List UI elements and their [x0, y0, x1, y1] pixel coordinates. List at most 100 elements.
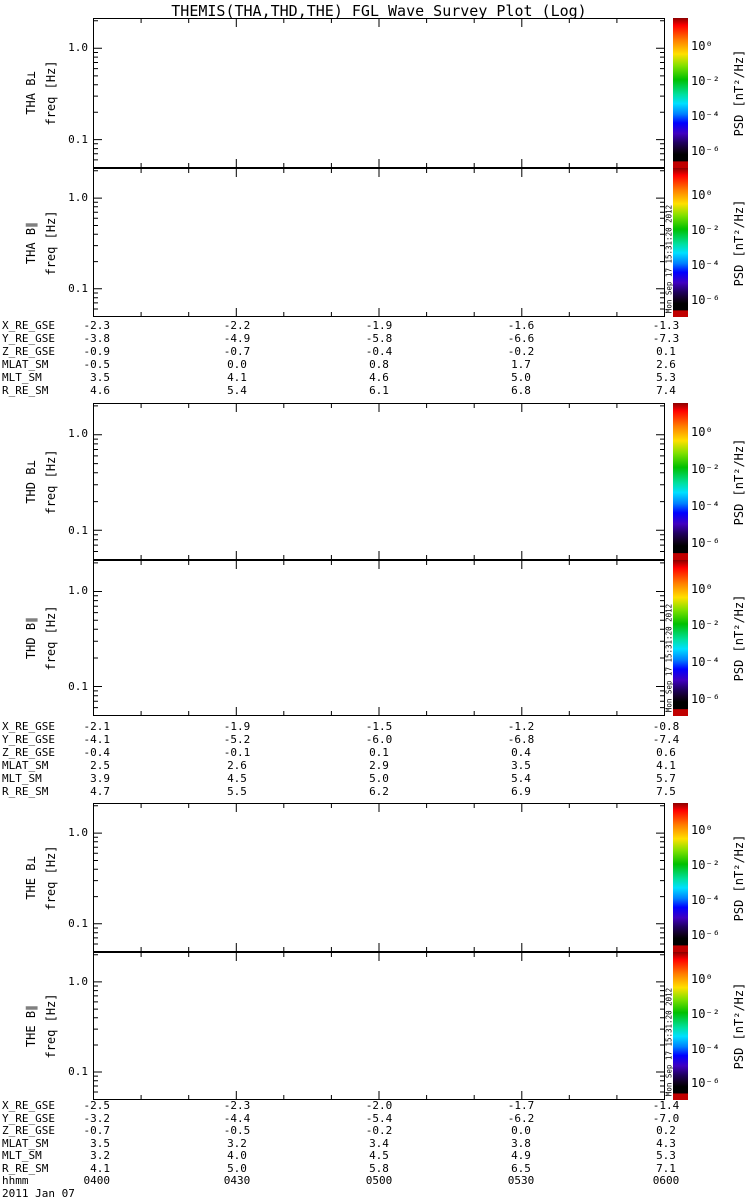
- colorbar-tick-label: 10⁻²: [691, 461, 720, 476]
- ephemeris-value: -0.4: [365, 345, 393, 358]
- panel-label: THA B∥: [24, 221, 38, 264]
- ephemeris-row-label: X_RE_GSE: [2, 1099, 55, 1112]
- ephemeris-value: 3.2: [227, 1136, 247, 1150]
- ephemeris-row-label: MLT_SM: [2, 371, 42, 384]
- time-tick-label: 0500: [365, 1174, 393, 1187]
- colorbar-tick-label: 10⁻⁶: [691, 535, 720, 550]
- colorbar-tick-label: 10⁻⁴: [691, 498, 720, 513]
- ephemeris-value: -1.9: [365, 319, 393, 332]
- freq-tick-label: 1.0: [68, 825, 88, 839]
- ephemeris-value: 5.0: [369, 772, 389, 785]
- ephemeris-row-label: MLAT_SM: [2, 759, 49, 772]
- ephemeris-value: -6.6: [507, 332, 535, 345]
- colorbar-tick-label: 10⁻⁴: [691, 1041, 720, 1056]
- ephemeris-value: -2.3: [223, 1099, 251, 1112]
- axis-ticks: [94, 953, 664, 1099]
- colorbar-tick-label: 10⁻⁶: [691, 293, 720, 308]
- psd-unit-label: PSD [nT²/Hz]: [732, 982, 746, 1070]
- ephemeris-value: 4.1: [227, 371, 247, 384]
- ephemeris-value: -2.0: [365, 1099, 393, 1112]
- ephemeris-value: 0.0: [511, 1124, 531, 1137]
- panel-label: THA B⊥: [24, 71, 38, 115]
- time-tick-label: 0430: [223, 1174, 251, 1187]
- ephemeris-value: 2.9: [369, 759, 389, 772]
- panel-border: [93, 403, 665, 560]
- ephemeris-row-label: X_RE_GSE: [2, 319, 55, 332]
- ephemeris-value: -7.0: [652, 1111, 680, 1125]
- spectrogram-panel-5: [93, 952, 665, 1100]
- freq-tick-label: 1.0: [68, 584, 88, 598]
- colorbar-tick-label: 10⁻⁶: [691, 1076, 720, 1091]
- ephemeris-value: 3.5: [511, 759, 531, 772]
- ephemeris-value: -2.2: [223, 319, 251, 332]
- ephemeris-value: 4.9: [511, 1149, 531, 1162]
- ephemeris-value: 3.5: [90, 371, 110, 384]
- ephemeris-value: 3.5: [90, 1136, 110, 1150]
- spectrogram-panel-2: [93, 403, 665, 560]
- ephemeris-value: 1.7: [511, 358, 531, 371]
- ephemeris-value: -0.5: [223, 1124, 251, 1137]
- ephemeris-row-label: MLAT_SM: [2, 358, 49, 371]
- ephemeris-value: -4.1: [83, 733, 111, 746]
- ephemeris-value: -0.1: [223, 746, 251, 759]
- ephemeris-value: 7.4: [656, 384, 676, 397]
- ephemeris-value: -4.9: [223, 332, 251, 345]
- colorbar-tick-label: 10⁻⁴: [691, 893, 720, 908]
- ephemeris-value: -1.2: [507, 720, 535, 733]
- colorbar-tick-label: 10⁰: [691, 823, 713, 838]
- colorbar-tick-label: 10⁻²: [691, 223, 720, 238]
- ephemeris-row-label: R_RE_SM: [2, 785, 49, 798]
- ephemeris-value: -2.3: [83, 319, 111, 332]
- ephemeris-row-label: X_RE_GSE: [2, 720, 55, 733]
- freq-tick-label: 1.0: [68, 974, 88, 988]
- ephemeris-value: 6.5: [511, 1161, 531, 1175]
- freq-axis-label: freq [Hz]: [44, 993, 58, 1059]
- ephemeris-value: 0.1: [656, 345, 676, 358]
- psd-colorbar: [673, 803, 688, 952]
- freq-tick-label: 0.1: [68, 282, 88, 296]
- ephemeris-row-label: Z_RE_GSE: [2, 345, 55, 358]
- ephemeris-value: -3.8: [83, 332, 111, 345]
- ephemeris-value: 0.4: [511, 746, 531, 759]
- ephemeris-value: -4.4: [223, 1111, 251, 1125]
- psd-unit-label: PSD [nT²/Hz]: [732, 438, 746, 525]
- ephemeris-value: 5.0: [227, 1161, 247, 1175]
- panel-border: [93, 952, 665, 1100]
- ephemeris-value: -1.3: [652, 319, 680, 332]
- ephemeris-value: 5.4: [227, 384, 247, 397]
- colorbar-tick-label: 10⁰: [691, 188, 713, 203]
- ephemeris-value: -6.0: [365, 733, 393, 746]
- ephemeris-value: 4.3: [656, 1136, 676, 1150]
- ephemeris-value: -7.4: [652, 733, 680, 746]
- freq-axis-label: freq [Hz]: [44, 60, 58, 126]
- panel-border: [93, 168, 665, 317]
- ephemeris-value: 0.2: [656, 1124, 676, 1137]
- freq-tick-label: 0.1: [68, 523, 88, 537]
- spectrogram-panel-0: [93, 18, 665, 168]
- colorbar-tick-label: 10⁻²: [691, 1006, 720, 1021]
- spectrogram-panel-4: [93, 803, 665, 952]
- colorbar-tick-label: 10⁻⁶: [691, 691, 720, 706]
- ephemeris-value: -0.7: [223, 345, 251, 358]
- ephemeris-value: -1.7: [507, 1099, 535, 1112]
- psd-colorbar: [673, 18, 688, 168]
- time-tick-label: 0600: [652, 1174, 680, 1187]
- ephemeris-row-label: MLT_SM: [2, 1149, 42, 1162]
- render-timestamp: Mon Sep 17 15:31:20 2012: [664, 603, 674, 713]
- ephemeris-value: 7.1: [656, 1161, 676, 1175]
- ephemeris-value: 0.8: [369, 358, 389, 371]
- ephemeris-value: 5.4: [511, 772, 531, 785]
- freq-tick-label: 0.1: [68, 679, 88, 693]
- panel-label: THD B∥: [24, 616, 38, 660]
- time-axis-label: hhmm: [2, 1174, 29, 1187]
- ephemeris-value: 4.0: [227, 1149, 247, 1162]
- colorbar-tick-label: 10⁻⁶: [691, 928, 720, 943]
- render-timestamp: Mon Sep 17 15:31:20 2012: [664, 204, 674, 314]
- render-timestamp: Mon Sep 17 15:31:20 2012: [664, 987, 674, 1097]
- ephemeris-row-label: Y_RE_GSE: [2, 1111, 55, 1125]
- ephemeris-row-label: MLT_SM: [2, 772, 42, 785]
- colorbar-tick-label: 10⁰: [691, 972, 713, 987]
- psd-unit-label: PSD [nT²/Hz]: [732, 594, 746, 682]
- colorbar-tick-label: 10⁻²: [691, 618, 720, 633]
- ephemeris-value: -2.5: [83, 1099, 111, 1112]
